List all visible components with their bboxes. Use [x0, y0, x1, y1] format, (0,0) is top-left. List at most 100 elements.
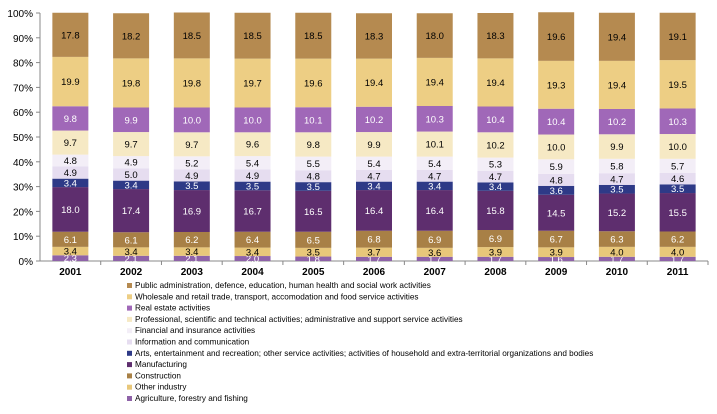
data-label: 10.4 [486, 115, 505, 126]
bar-segment [295, 231, 332, 248]
data-label: 15.8 [486, 206, 505, 217]
data-label: 9.6 [246, 140, 259, 151]
bar-segment [295, 256, 332, 261]
bar-segment [173, 169, 210, 182]
y-tick-label: 0% [19, 257, 34, 268]
bar-segment [113, 247, 150, 256]
data-label: 4.8 [307, 172, 320, 183]
data-label: 10.0 [183, 115, 202, 126]
data-label: 4.9 [246, 171, 259, 182]
bar-segment [52, 12, 89, 57]
bar-segment [113, 255, 150, 261]
bar-segment [416, 230, 453, 248]
data-label: 4.9 [64, 168, 77, 179]
data-label: 3.6 [550, 186, 563, 197]
bar-segment [477, 132, 514, 158]
legend-swatch [127, 339, 132, 345]
data-label: 6.3 [610, 235, 623, 246]
bar-segment [356, 156, 392, 170]
bar-segment [598, 184, 635, 194]
bar-segment [659, 158, 696, 173]
x-tick-label: 2006 [363, 267, 386, 278]
bar-segment [295, 132, 332, 157]
data-label: 6.9 [489, 234, 502, 245]
data-label: 2.1 [185, 254, 198, 265]
legend-swatch [127, 362, 132, 368]
data-label: 18.0 [425, 31, 444, 42]
data-label: 16.5 [304, 207, 323, 218]
data-label: 5.0 [124, 170, 137, 181]
legend-swatch [127, 294, 132, 300]
bar-segment [173, 181, 210, 191]
bar-segment [356, 132, 392, 157]
bar-segment [416, 106, 453, 132]
y-tick-label: 60% [13, 108, 33, 119]
bar-segment [113, 189, 150, 233]
data-label: 9.7 [64, 138, 77, 149]
legend-swatch [127, 396, 132, 401]
x-tick-label: 2001 [59, 267, 82, 278]
data-label: 10.3 [668, 117, 687, 128]
data-label: 3.4 [64, 178, 77, 189]
bar-segment [113, 180, 150, 190]
bar-segment [477, 157, 514, 171]
bar-segment [234, 132, 271, 157]
bar-segment [538, 257, 575, 261]
legend-label: Professional, scientific and technical a… [135, 315, 463, 324]
bar-segment [52, 187, 89, 232]
bar-segment [234, 181, 271, 191]
data-label: 16.4 [365, 206, 384, 217]
bar-segment [416, 247, 453, 257]
data-label: 6.2 [185, 235, 198, 246]
data-label: 3.5 [307, 248, 320, 259]
data-label: 18.2 [122, 31, 141, 42]
data-label: 6.7 [550, 235, 563, 246]
bar-segment [356, 106, 392, 133]
data-label: 19.4 [608, 32, 627, 43]
legend-label: Arts, entertainment and recreation; othe… [135, 349, 593, 358]
y-tick-label: 30% [13, 183, 33, 194]
data-label: 1.7 [610, 254, 623, 265]
bar-segment [659, 60, 696, 109]
data-label: 10.0 [547, 142, 566, 153]
data-label: 2.3 [64, 254, 77, 265]
bar-segment [659, 231, 696, 247]
data-label: 4.7 [489, 172, 502, 183]
data-label: 4.9 [185, 171, 198, 182]
bar-segment [538, 159, 575, 174]
bar-segment [52, 166, 89, 179]
bar-segment [538, 173, 575, 186]
data-label: 4.0 [671, 247, 684, 258]
bar-segment [598, 12, 635, 61]
data-label: 19.4 [425, 77, 444, 88]
data-label: 6.8 [367, 235, 380, 246]
bar-segment [598, 108, 635, 135]
bar-segment [52, 178, 89, 188]
data-label: 15.5 [668, 208, 687, 219]
legend-swatch [127, 350, 132, 356]
data-label: 5.4 [246, 158, 259, 169]
bar-segment [598, 193, 635, 232]
bar-segment [52, 246, 89, 256]
data-label: 19.8 [122, 78, 141, 89]
data-label: 3.4 [185, 247, 198, 258]
legend-swatch [127, 373, 132, 379]
data-label: 19.8 [183, 78, 202, 89]
y-tick-label: 10% [13, 232, 33, 243]
x-tick-label: 2004 [241, 267, 264, 278]
bar-segment [477, 230, 514, 248]
bar-segment [113, 107, 150, 133]
data-label: 18.3 [486, 31, 505, 42]
bar-segment [295, 182, 332, 191]
data-label: 3.4 [64, 247, 77, 258]
bar-segment [538, 60, 575, 109]
data-label: 4.0 [610, 247, 623, 258]
bar-segment [173, 58, 210, 108]
bar-segment [659, 256, 696, 261]
legend-swatch [127, 305, 132, 311]
y-tick-label: 20% [13, 207, 33, 218]
data-label: 4.7 [367, 171, 380, 182]
legend-label: Information and communication [135, 338, 250, 347]
data-label: 4.8 [550, 175, 563, 186]
